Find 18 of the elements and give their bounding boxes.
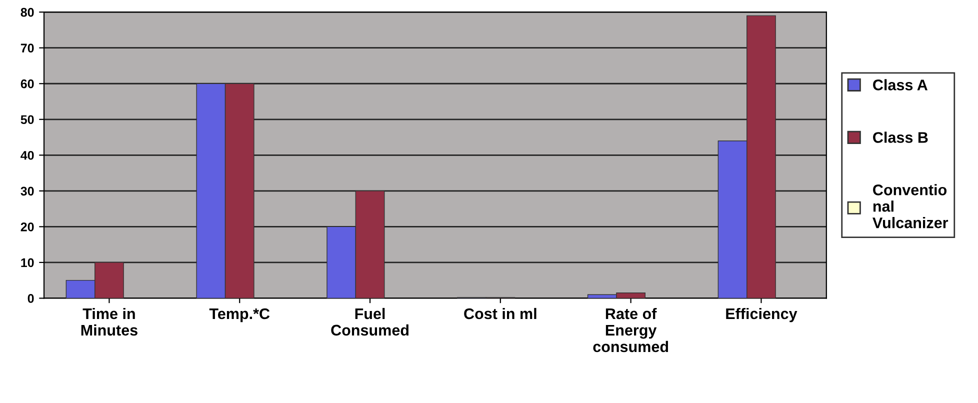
x-tick-label: Fuel Consumed [331,308,408,336]
x-tick-label: Efficiency [726,308,798,322]
x-tick-label: Time in Minutes [81,308,138,336]
y-tick-label: 40 [20,150,34,160]
y-tick-label: 0 [28,294,34,303]
y-tick-label: 20 [20,222,34,232]
legend-label: Class B [873,132,928,143]
y-tick-label: 60 [20,79,34,88]
legend-label: Conventio nal Vulcanizer [872,184,948,228]
x-tick-label: Cost in ml [464,308,536,320]
x-tick-label: Rate of Energy consumed [593,308,668,352]
y-tick-label: 50 [20,115,34,124]
x-tick-label: Temp.*C [209,308,270,322]
y-tick-label: 10 [21,258,34,268]
y-tick-label: 80 [20,8,34,17]
y-tick-label: 30 [20,186,34,196]
legend-label: Class A [873,79,928,90]
y-tick-label: 70 [20,44,34,53]
